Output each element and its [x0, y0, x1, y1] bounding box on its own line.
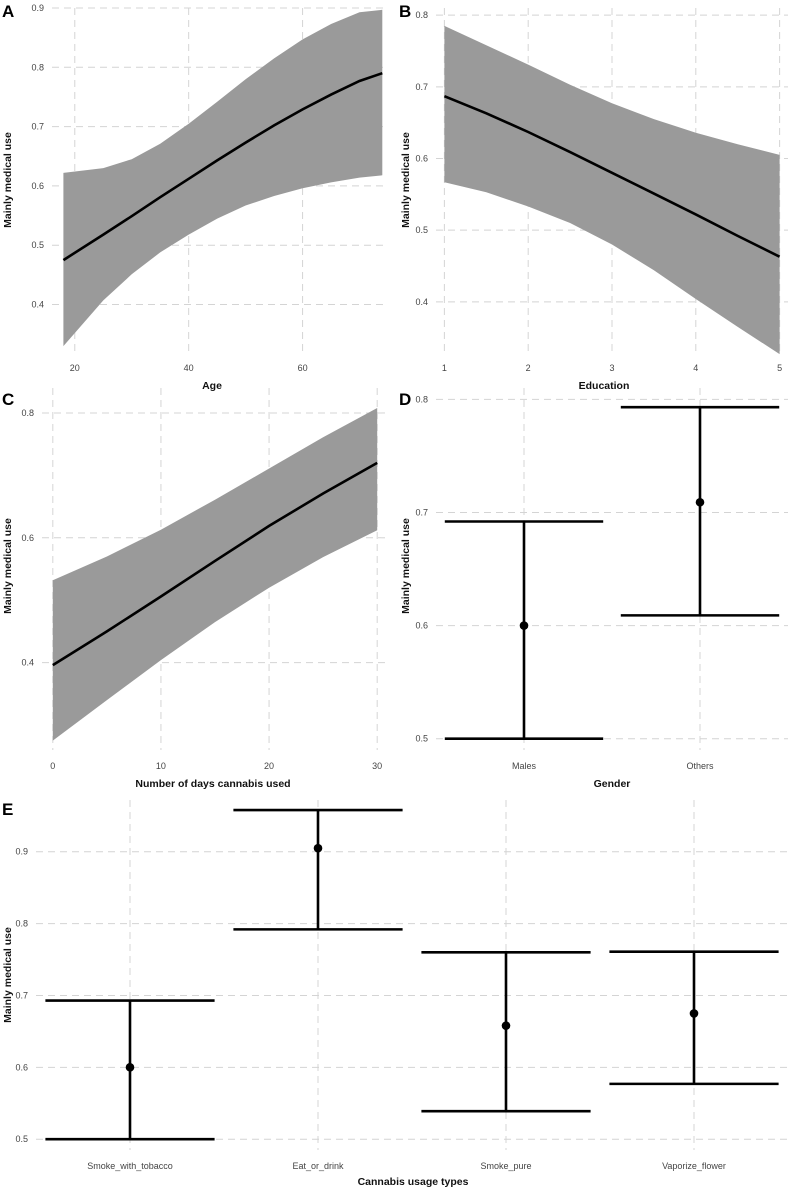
y-tick-label: 0.5: [415, 225, 428, 235]
x-tick-label: 30: [372, 761, 382, 771]
x-tick-label: 60: [298, 363, 308, 373]
panel-d: 0.5 0.6 0.7 0.8 Males Others Gender Mainly medi…: [399, 388, 788, 790]
x-tick-label: Smoke_pure: [480, 1161, 531, 1171]
x-tick-label: 4: [693, 363, 698, 373]
y-tick-label: 0.6: [415, 621, 428, 631]
y-tick-label: 0.8: [415, 10, 428, 20]
panel-letter: A: [2, 2, 14, 21]
x-tick-label: 40: [184, 363, 194, 373]
x-tick-label: Vaporize_flower: [662, 1161, 726, 1171]
y-tick-label: 0.5: [15, 1134, 28, 1144]
y-tick-label: 0.8: [31, 62, 44, 72]
y-tick-label: 0.5: [415, 734, 428, 744]
y-tick-label: 0.7: [15, 990, 28, 1000]
x-tick-label: Others: [686, 761, 714, 771]
x-axis-title: Cannabis usage types: [358, 1176, 469, 1188]
panel-letter: E: [2, 800, 13, 819]
x-tick-label: 2: [526, 363, 531, 373]
x-axis-title: Age: [202, 380, 222, 392]
x-tick-label: 1: [442, 363, 447, 373]
y-tick-label: 0.6: [21, 533, 34, 543]
panel-letter: C: [2, 390, 14, 409]
fitted-line: [443, 94, 781, 258]
y-tick-label: 0.5: [31, 240, 44, 250]
point-estimate: [125, 1063, 135, 1072]
y-tick-label: 0.8: [415, 394, 428, 404]
confidence-band: [52, 408, 378, 741]
y-tick-label: 0.8: [21, 408, 34, 418]
point-estimate: [313, 843, 323, 853]
y-tick-label: 0.6: [31, 181, 44, 191]
point-estimate: [519, 621, 529, 630]
x-axis-title: Education: [579, 380, 630, 392]
confidence-band: [444, 25, 780, 355]
panel-c: 0.4 0.6 0.8 0 10 20 30 Number of days cannabis …: [2, 388, 388, 790]
fitted-line: [62, 71, 383, 262]
point-estimate: [501, 1021, 511, 1030]
error-bar-vaporize_flower: [609, 950, 779, 1086]
x-tick-label: 3: [609, 363, 614, 373]
y-tick-label: 0.4: [21, 658, 34, 668]
y-tick-label: 0.7: [415, 82, 428, 92]
panel-letter: D: [399, 390, 411, 409]
x-tick-label: 20: [264, 761, 274, 771]
x-tick-label: Smoke_with_tobacco: [87, 1161, 173, 1171]
y-tick-label: 0.4: [31, 300, 44, 310]
error-bar-eat_or_drink: [233, 808, 403, 931]
y-tick-label: 0.4: [415, 297, 428, 307]
y-tick-label: 0.8: [15, 919, 28, 929]
y-tick-label: 0.9: [15, 847, 28, 857]
point-estimate: [689, 1009, 699, 1018]
x-axis-title: Number of days cannabis used: [135, 778, 290, 790]
y-axis-title: Mainly medical use: [2, 927, 14, 1023]
y-tick-label: 0.6: [15, 1062, 28, 1072]
y-tick-label: 0.7: [31, 122, 44, 132]
fitted-line: [52, 461, 378, 667]
confidence-band: [63, 9, 383, 347]
error-bar-others: [620, 405, 780, 617]
x-tick-label: 20: [70, 363, 80, 373]
y-axis-title: Mainly medical use: [400, 518, 412, 614]
y-axis-title: Mainly medical use: [2, 132, 14, 228]
panel-a: 0.4 0.5 0.6 0.7 0.8 0.9 20 40 60 Age Mainly medica…: [2, 2, 388, 392]
point-estimate: [695, 497, 705, 507]
error-bar-smoke_pure: [421, 951, 591, 1113]
y-axis-title: Mainly medical use: [400, 132, 412, 228]
error-bar-smoke_with_tobacco: [45, 999, 215, 1141]
x-tick-label: Males: [512, 761, 537, 771]
panel-b: 0.4 0.5 0.6 0.7 0.8 1 2 3 4 5 Education Mainly medi…: [399, 2, 788, 392]
panel-e: 0.5 0.6 0.7 0.8 0.9 Smoke_with_tobacco Eat_or_…: [2, 800, 788, 1188]
x-tick-label: 5: [777, 363, 782, 373]
y-tick-label: 0.9: [31, 3, 44, 13]
y-tick-label: 0.6: [415, 154, 428, 164]
y-tick-label: 0.7: [415, 507, 428, 517]
y-axis-title: Mainly medical use: [2, 518, 14, 614]
x-axis-title: Gender: [594, 778, 631, 790]
x-tick-label: 0: [50, 761, 55, 771]
x-tick-label: Eat_or_drink: [292, 1161, 344, 1171]
panel-letter: B: [399, 2, 411, 21]
x-tick-label: 10: [156, 761, 166, 771]
error-bar-males: [444, 520, 604, 740]
